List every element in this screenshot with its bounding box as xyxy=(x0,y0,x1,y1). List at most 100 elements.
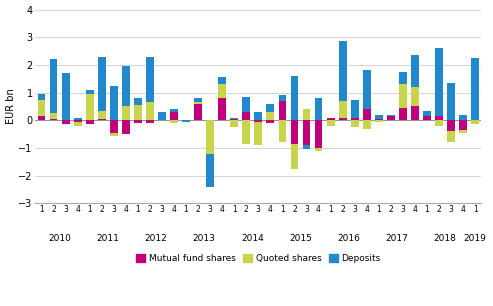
Bar xyxy=(363,70,371,109)
Bar xyxy=(351,99,358,118)
Text: 2010: 2010 xyxy=(48,234,71,243)
Text: 2017: 2017 xyxy=(386,234,408,243)
Bar xyxy=(315,120,322,148)
Text: 2013: 2013 xyxy=(193,234,215,243)
Bar xyxy=(339,101,347,118)
Bar xyxy=(62,73,70,120)
Bar xyxy=(399,72,407,84)
Bar xyxy=(459,115,467,120)
Bar xyxy=(98,119,106,120)
Bar xyxy=(266,112,274,120)
Bar xyxy=(411,106,419,120)
Bar xyxy=(146,102,154,120)
Text: 2018: 2018 xyxy=(434,234,457,243)
Bar xyxy=(230,118,238,119)
Bar xyxy=(218,98,226,120)
Text: 2019: 2019 xyxy=(464,234,487,243)
Bar xyxy=(435,120,443,126)
Bar xyxy=(411,87,419,106)
Bar xyxy=(122,66,130,106)
Bar xyxy=(98,111,106,119)
Bar xyxy=(279,120,286,143)
Bar xyxy=(37,116,45,120)
Text: 2012: 2012 xyxy=(144,234,167,243)
Bar xyxy=(194,98,202,102)
Bar xyxy=(399,84,407,108)
Bar xyxy=(122,120,130,134)
Bar xyxy=(146,120,154,123)
Bar xyxy=(387,116,395,120)
Bar xyxy=(122,106,130,120)
Bar xyxy=(98,57,106,111)
Bar xyxy=(315,148,322,151)
Bar xyxy=(351,120,358,127)
Bar xyxy=(74,120,81,122)
Bar xyxy=(243,112,250,120)
Bar xyxy=(37,94,45,99)
Text: 2011: 2011 xyxy=(96,234,119,243)
Bar xyxy=(290,120,298,144)
Bar xyxy=(303,120,311,145)
Bar xyxy=(471,120,479,125)
Bar xyxy=(254,122,262,145)
Bar xyxy=(194,104,202,120)
Bar xyxy=(170,109,178,112)
Bar xyxy=(303,109,311,120)
Bar xyxy=(86,90,94,94)
Bar xyxy=(375,115,383,119)
Bar xyxy=(279,95,286,101)
Bar xyxy=(50,119,58,120)
Bar xyxy=(279,101,286,120)
Bar xyxy=(170,120,178,123)
Bar xyxy=(134,105,142,120)
Text: 2015: 2015 xyxy=(289,234,312,243)
Bar xyxy=(266,120,274,123)
Bar xyxy=(74,122,81,126)
Bar xyxy=(435,48,443,116)
Bar xyxy=(110,133,118,136)
Bar xyxy=(447,83,455,120)
Bar xyxy=(74,118,81,120)
Bar xyxy=(158,112,166,120)
Bar xyxy=(447,131,455,143)
Bar xyxy=(62,120,70,125)
Bar xyxy=(290,144,298,169)
Bar xyxy=(351,118,358,120)
Bar xyxy=(375,119,383,120)
Bar xyxy=(86,120,94,125)
Bar xyxy=(170,112,178,120)
Text: 2016: 2016 xyxy=(337,234,360,243)
Bar xyxy=(423,116,431,120)
Bar xyxy=(206,154,214,187)
Bar xyxy=(447,120,455,131)
Bar xyxy=(290,76,298,120)
Bar xyxy=(387,115,395,116)
Bar xyxy=(146,57,154,102)
Bar xyxy=(134,98,142,105)
Bar xyxy=(230,120,238,127)
Bar xyxy=(435,116,443,120)
Bar xyxy=(50,114,58,119)
Bar xyxy=(363,120,371,129)
Bar xyxy=(471,58,479,120)
Bar xyxy=(243,97,250,112)
Bar xyxy=(254,112,262,120)
Bar xyxy=(423,111,431,116)
Legend: Mutual fund shares, Quoted shares, Deposits: Mutual fund shares, Quoted shares, Depos… xyxy=(133,251,384,267)
Bar xyxy=(327,120,335,126)
Bar xyxy=(182,120,190,122)
Bar xyxy=(303,145,311,149)
Bar xyxy=(327,118,335,120)
Bar xyxy=(134,120,142,123)
Bar xyxy=(110,86,118,120)
Bar xyxy=(411,55,419,87)
Bar xyxy=(206,120,214,154)
Bar xyxy=(243,120,250,144)
Bar xyxy=(339,118,347,120)
Bar xyxy=(399,108,407,120)
Bar xyxy=(194,102,202,104)
Bar xyxy=(218,84,226,98)
Bar xyxy=(37,99,45,116)
Bar xyxy=(218,77,226,84)
Bar xyxy=(363,109,371,120)
